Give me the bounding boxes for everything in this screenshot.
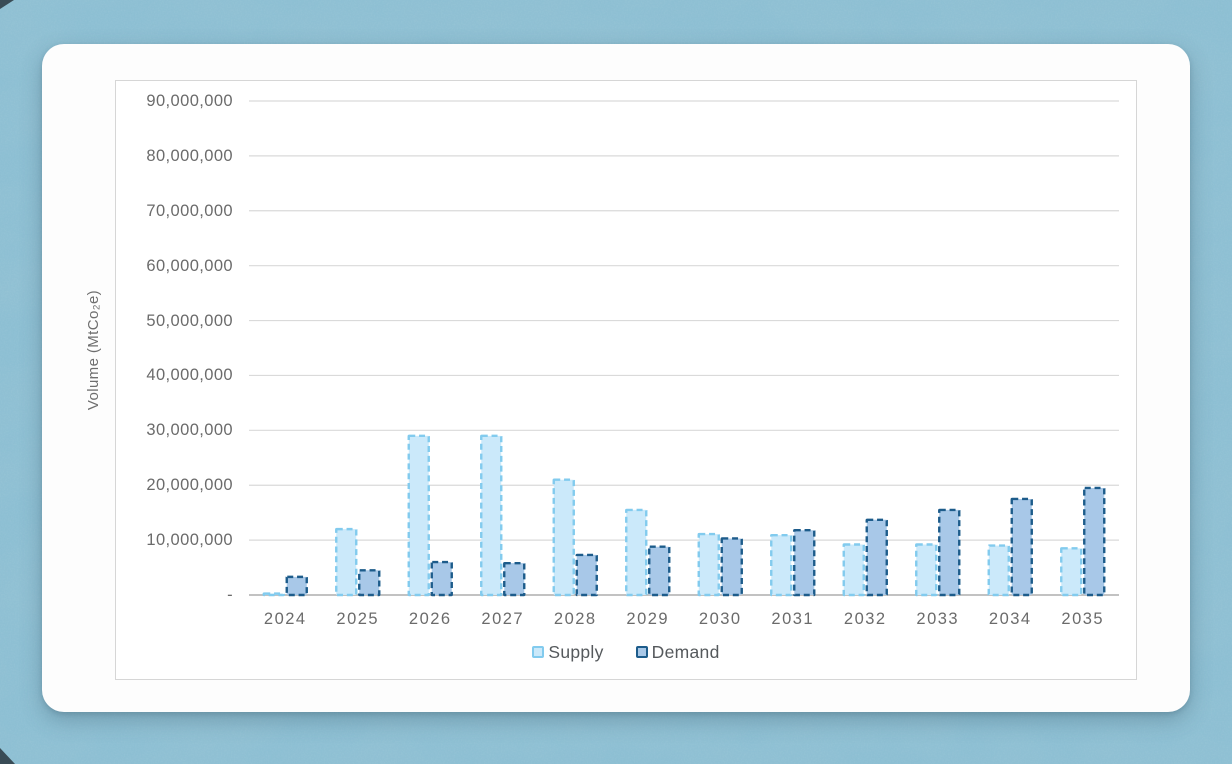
- bar-chart-canvas: [249, 100, 1119, 597]
- y-tick-label: 20,000,000: [146, 476, 233, 495]
- x-tick-label-2029: 2029: [626, 610, 670, 628]
- chart-legend: Supply Demand: [116, 639, 1136, 665]
- bar-demand-2030: [720, 537, 743, 597]
- y-tick-label: 40,000,000: [146, 366, 233, 385]
- x-tick-label-2027: 2027: [481, 610, 525, 628]
- bar-supply-2035: [1060, 547, 1083, 597]
- bar-supply-2034: [987, 544, 1010, 597]
- legend-item-supply: Supply: [532, 642, 603, 663]
- bar-demand-2033: [938, 508, 961, 597]
- bar-supply-2033: [915, 543, 938, 597]
- x-tick-label-2035: 2035: [1061, 610, 1105, 628]
- bar-demand-2027: [503, 561, 526, 597]
- y-tick-label: 90,000,000: [146, 92, 233, 110]
- y-tick-label: 70,000,000: [146, 201, 233, 220]
- bar-supply-2027: [480, 434, 503, 597]
- supply-legend-marker-icon: [532, 646, 545, 658]
- bar-demand-2035: [1083, 486, 1106, 597]
- bar-demand-2028: [575, 553, 598, 597]
- y-tick-label: 80,000,000: [146, 146, 233, 165]
- bar-supply-2025: [335, 527, 358, 597]
- bar-supply-2030: [697, 532, 720, 597]
- bar-supply-2024: [262, 592, 285, 597]
- bar-supply-2031: [770, 533, 793, 597]
- x-tick-label-2034: 2034: [988, 610, 1032, 628]
- legend-label-supply: Supply: [548, 641, 604, 662]
- bar-demand-2026: [430, 560, 453, 597]
- x-tick-label-2032: 2032: [843, 610, 887, 628]
- y-tick-label: -: [227, 586, 233, 604]
- chart-card: Volume (MtCo₂e) 90,000,000 80,000,000 70,0…: [42, 44, 1190, 712]
- y-tick-label: 60,000,000: [146, 256, 233, 275]
- bar-supply-2028: [552, 478, 575, 597]
- bar-demand-2034: [1010, 497, 1033, 597]
- x-tick-label-2030: 2030: [698, 610, 742, 628]
- y-tick-label: 10,000,000: [146, 531, 233, 550]
- bar-demand-2029: [648, 545, 671, 597]
- legend-label-demand: Demand: [651, 641, 720, 662]
- x-tick-label-2026: 2026: [408, 610, 452, 628]
- bar-supply-2032: [842, 543, 865, 597]
- x-tick-label-2028: 2028: [553, 610, 597, 628]
- x-tick-label-2033: 2033: [916, 610, 960, 628]
- chart-plot-area: 90,000,000 80,000,000 70,000,000 60,000,000…: [115, 80, 1137, 680]
- y-tick-label: 30,000,000: [146, 421, 233, 440]
- legend-item-demand: Demand: [635, 641, 720, 663]
- demand-legend-marker-icon: [635, 646, 648, 658]
- bar-demand-2025: [358, 569, 381, 597]
- x-tick-label-2025: 2025: [336, 610, 380, 628]
- bar-supply-2026: [407, 434, 430, 597]
- bar-demand-2024: [285, 575, 308, 597]
- bar-demand-2031: [793, 529, 816, 597]
- bar-demand-2032: [865, 518, 888, 597]
- y-axis-title: Volume (MtCo₂e): [85, 289, 102, 411]
- corner-artifact-top-left: [0, 0, 14, 9]
- x-tick-label-2031: 2031: [771, 610, 815, 628]
- bar-supply-2029: [625, 508, 648, 597]
- y-tick-label: 50,000,000: [146, 311, 233, 330]
- x-tick-label-2024: 2024: [263, 610, 307, 628]
